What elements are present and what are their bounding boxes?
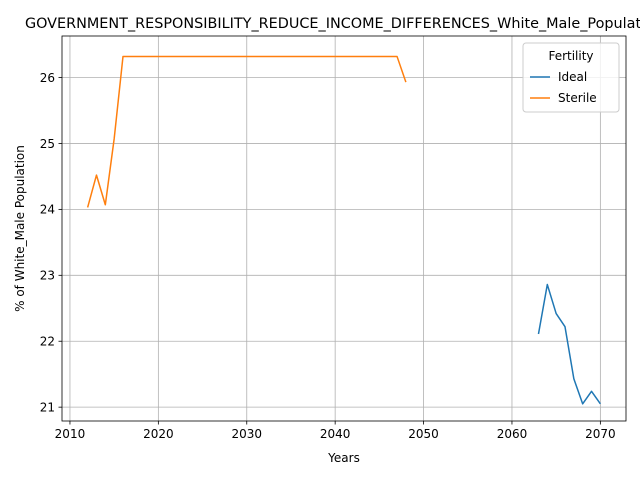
legend-title: Fertility: [548, 49, 593, 63]
x-tick-label: 2060: [497, 427, 528, 441]
x-tick-label: 2010: [55, 427, 86, 441]
legend-box: [522, 42, 620, 113]
legend-label-ideal: Ideal: [558, 70, 587, 84]
x-tick-label: 2040: [320, 427, 351, 441]
x-axis-label: Years: [327, 451, 360, 465]
y-tick-label: 26: [40, 71, 55, 85]
y-tick-label: 25: [40, 137, 55, 151]
chart-title: GOVERNMENT_RESPONSIBILITY_REDUCE_INCOME_…: [25, 16, 640, 32]
series-line-ideal: [537, 283, 601, 405]
grid-lines: [62, 36, 626, 421]
legend-label-sterile: Sterile: [558, 91, 597, 105]
x-tick-label: 2050: [408, 427, 439, 441]
y-tick-label: 23: [40, 269, 55, 283]
y-tick-label: 21: [40, 400, 55, 414]
y-axis-label: % of White_Male Population: [13, 145, 27, 312]
series-layer: [86, 55, 601, 405]
axis-ticks: 2010 2020 2030 2040 2050 2060 2070 21 22 23 24 25 26: [40, 71, 616, 441]
legend: Fertility Ideal Sterile: [522, 42, 620, 113]
y-tick-label: 22: [40, 335, 55, 349]
series-line-sterile: [86, 55, 407, 208]
y-tick-label: 24: [40, 203, 55, 217]
plot-frame: [61, 35, 627, 422]
x-tick-label: 2020: [143, 427, 174, 441]
x-tick-label: 2070: [585, 427, 616, 441]
x-tick-label: 2030: [231, 427, 262, 441]
